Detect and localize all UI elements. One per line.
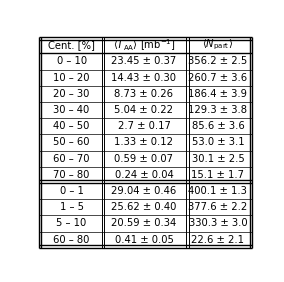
Text: 186.4 ± 3.9: 186.4 ± 3.9 xyxy=(188,89,247,99)
Text: 50 – 60: 50 – 60 xyxy=(53,137,90,147)
Text: 0.41 ± 0.05: 0.41 ± 0.05 xyxy=(114,235,174,244)
Text: 0.59 ± 0.07: 0.59 ± 0.07 xyxy=(114,154,174,164)
Text: 377.6 ± 2.2: 377.6 ± 2.2 xyxy=(188,202,248,212)
Text: 129.3 ± 3.8: 129.3 ± 3.8 xyxy=(188,105,247,115)
Text: 8.73 ± 0.26: 8.73 ± 0.26 xyxy=(114,89,174,99)
Text: 40 – 50: 40 – 50 xyxy=(53,121,90,131)
Text: 260.7 ± 3.6: 260.7 ± 3.6 xyxy=(188,72,247,83)
Text: 1 – 5: 1 – 5 xyxy=(60,202,83,212)
Text: 2.7 ± 0.17: 2.7 ± 0.17 xyxy=(118,121,170,131)
Text: 29.04 ± 0.46: 29.04 ± 0.46 xyxy=(111,186,177,196)
Text: 15.1 ± 1.7: 15.1 ± 1.7 xyxy=(191,170,245,180)
Text: 53.0 ± 3.1: 53.0 ± 3.1 xyxy=(192,137,244,147)
Text: 23.45 ± 0.37: 23.45 ± 0.37 xyxy=(111,56,177,66)
Text: 70 – 80: 70 – 80 xyxy=(53,170,90,180)
Text: 5 – 10: 5 – 10 xyxy=(57,219,87,228)
Text: 0 – 1: 0 – 1 xyxy=(60,186,83,196)
Text: 30.1 ± 2.5: 30.1 ± 2.5 xyxy=(191,154,244,164)
Text: 25.62 ± 0.40: 25.62 ± 0.40 xyxy=(111,202,177,212)
Text: 85.6 ± 3.6: 85.6 ± 3.6 xyxy=(191,121,244,131)
Text: 14.43 ± 0.30: 14.43 ± 0.30 xyxy=(111,72,176,83)
Text: 5.04 ± 0.22: 5.04 ± 0.22 xyxy=(114,105,174,115)
Text: 400.1 ± 1.3: 400.1 ± 1.3 xyxy=(189,186,247,196)
Text: 20 – 30: 20 – 30 xyxy=(53,89,90,99)
Text: 60 – 80: 60 – 80 xyxy=(53,235,90,244)
Text: 30 – 40: 30 – 40 xyxy=(53,105,90,115)
Text: 356.2 ± 2.5: 356.2 ± 2.5 xyxy=(188,56,248,66)
Text: 1.33 ± 0.12: 1.33 ± 0.12 xyxy=(114,137,174,147)
Text: 20.59 ± 0.34: 20.59 ± 0.34 xyxy=(111,219,177,228)
Text: $\langle T_{\mathrm{AA}}\rangle\ [\mathrm{mb}^{-1}]$: $\langle T_{\mathrm{AA}}\rangle\ [\mathr… xyxy=(112,38,175,53)
Text: 330.3 ± 3.0: 330.3 ± 3.0 xyxy=(189,219,247,228)
Text: 22.6 ± 2.1: 22.6 ± 2.1 xyxy=(191,235,245,244)
Text: 0.24 ± 0.04: 0.24 ± 0.04 xyxy=(114,170,173,180)
Text: Cent. [%]: Cent. [%] xyxy=(48,40,95,50)
Text: $\langle N_{\mathrm{part}}\rangle$: $\langle N_{\mathrm{part}}\rangle$ xyxy=(202,38,233,52)
Text: 60 – 70: 60 – 70 xyxy=(53,154,90,164)
Text: 10 – 20: 10 – 20 xyxy=(53,72,90,83)
Text: 0 – 10: 0 – 10 xyxy=(57,56,87,66)
